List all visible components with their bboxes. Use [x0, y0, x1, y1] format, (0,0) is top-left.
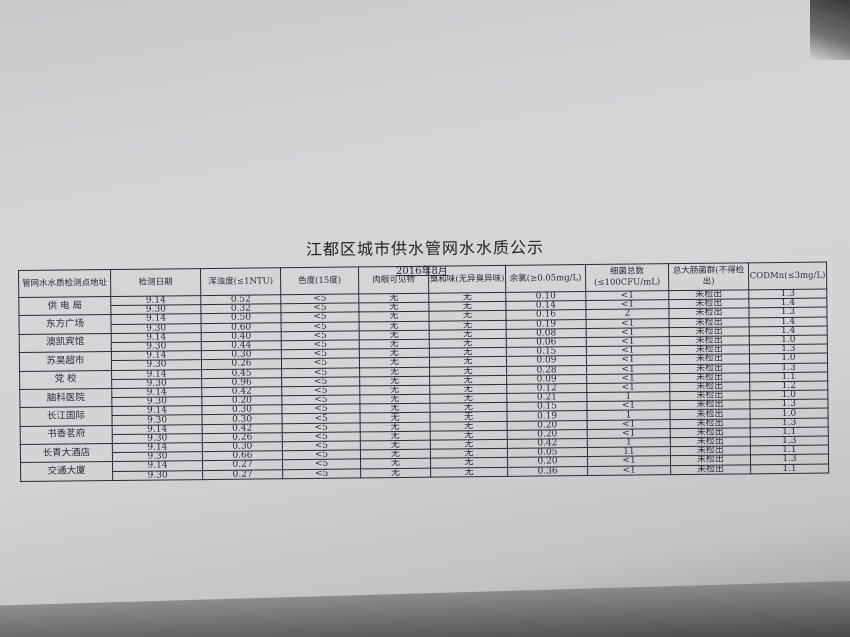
site-name: 东方广场: [18, 314, 112, 335]
column-header: 细菌总数(≤100CFU/mL): [585, 263, 669, 292]
table-cell: <5: [282, 468, 361, 479]
column-header: 浑浊度(≤1NTU): [200, 267, 281, 296]
table-cell: 9.30: [112, 470, 203, 481]
column-header: 肉眼可见物: [358, 266, 429, 294]
background-floor: [0, 581, 850, 637]
column-header: 余氯(≥0.05mg/L): [505, 264, 586, 293]
site-name: 交通大厦: [20, 461, 113, 482]
column-header: 色度(15度): [280, 266, 359, 295]
column-header: 臭和味(无异臭异味): [428, 265, 506, 294]
table-cell: 0.27: [202, 469, 283, 480]
column-header: CODMn(≤3mg/L): [748, 262, 827, 290]
site-name: 长青大酒店: [20, 443, 113, 463]
table-cell: 无: [360, 467, 431, 478]
document-title: 江都区城市供水管网水水质公示: [305, 237, 545, 260]
document-date: 2016年8月: [396, 266, 448, 277]
water-quality-table: 管网水水质检测点地址 检测日期 浑浊度(≤1NTU) 色度(15度) 肉眼可见物 臭和味(…: [18, 262, 829, 482]
column-header: 总大肠菌群(不得检出): [668, 262, 749, 291]
site-name: 长江国际: [19, 406, 113, 427]
table-cell: <1: [587, 465, 671, 476]
background-shadow: [810, 0, 850, 60]
site-name: 书香茗府: [20, 425, 113, 445]
table-cell: 1.1: [750, 463, 829, 474]
site-name: 供 电 局: [18, 296, 111, 316]
table-cell: 无: [430, 466, 508, 477]
table-cell: 0.36: [507, 466, 588, 477]
table-cell: 未检出: [670, 464, 751, 475]
site-name: 苏昊超市: [19, 351, 112, 371]
site-name: 脑科医院: [19, 388, 112, 408]
water-quality-table-container: 管网水水质检测点地址 检测日期 浑浊度(≤1NTU) 色度(15度) 肉眼可见物 臭和味(…: [18, 262, 829, 482]
column-header: 检测日期: [110, 268, 201, 297]
site-name: 党 校: [19, 370, 112, 390]
site-name: 澳凯宾馆: [19, 333, 112, 353]
column-header: 管网水水质检测点地址: [18, 269, 111, 298]
